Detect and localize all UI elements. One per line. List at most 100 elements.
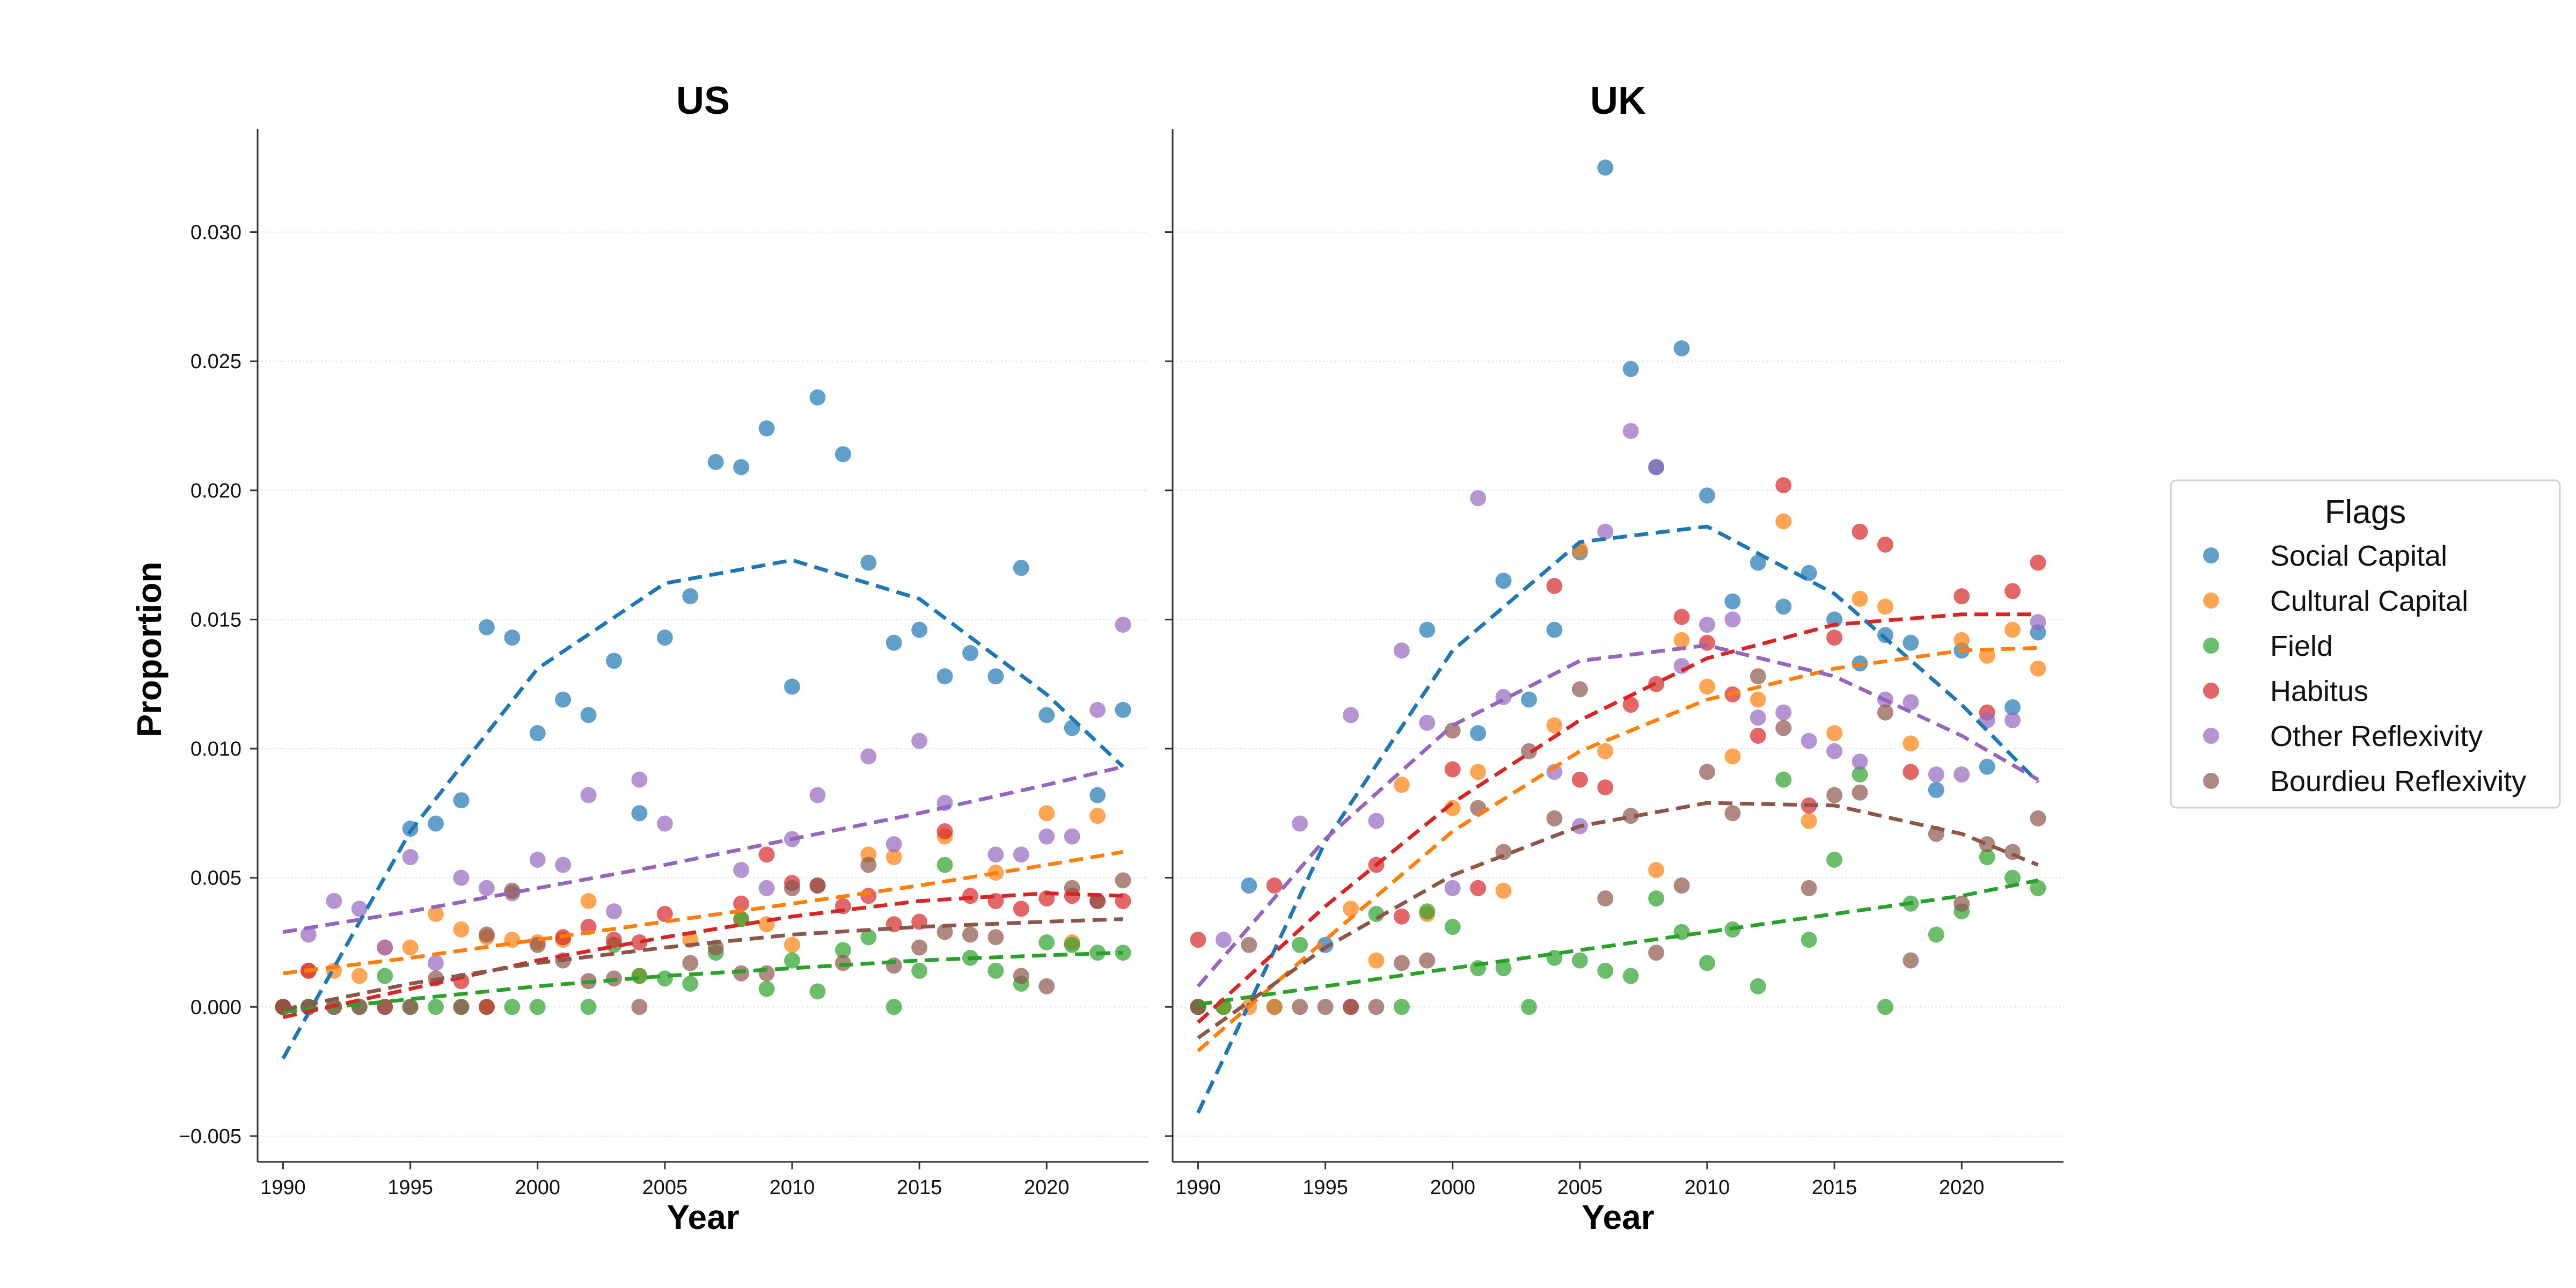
legend-marker-other-reflexivity <box>2203 728 2219 744</box>
data-point-bourdieu-reflexivity <box>835 955 851 971</box>
data-point-bourdieu-reflexivity <box>1190 999 1206 1015</box>
data-point-social-capital <box>656 630 673 646</box>
y-tick-label: 0.015 <box>191 609 241 631</box>
legend-label: Field <box>2270 630 2333 662</box>
x-tick-label: 1990 <box>260 1176 306 1199</box>
data-point-other-reflexivity <box>1089 701 1106 718</box>
data-point-bourdieu-reflexivity <box>2030 810 2046 826</box>
data-point-bourdieu-reflexivity <box>1979 836 1995 853</box>
data-point-cultural-capital <box>1750 691 1766 708</box>
data-point-other-reflexivity <box>1597 523 1614 540</box>
trend-line-other-reflexivity <box>1196 643 2039 988</box>
data-point-other-reflexivity <box>656 815 673 832</box>
data-point-habitus <box>1673 609 1690 625</box>
data-point-habitus <box>860 888 877 904</box>
data-point-bourdieu-reflexivity <box>1902 952 1919 969</box>
data-point-social-capital <box>1724 593 1741 610</box>
y-tick-label: 0.010 <box>191 738 241 760</box>
data-point-social-capital <box>631 805 648 822</box>
panel-title: US <box>676 79 730 122</box>
y-tick-label: 0.005 <box>191 867 241 890</box>
data-point-other-reflexivity <box>1928 766 1944 783</box>
data-point-other-reflexivity <box>351 901 368 917</box>
data-point-field <box>2004 869 2021 886</box>
data-point-bourdieu-reflexivity <box>1724 805 1741 822</box>
data-point-habitus <box>1851 523 1868 540</box>
data-point-other-reflexivity <box>580 787 597 803</box>
data-point-cultural-capital <box>351 968 368 984</box>
data-point-habitus <box>758 846 775 863</box>
data-point-cultural-capital <box>1801 813 1817 829</box>
data-point-habitus <box>936 823 953 839</box>
data-point-field <box>377 968 393 984</box>
data-point-bourdieu-reflexivity <box>1013 968 1029 984</box>
data-point-habitus <box>1826 630 1843 646</box>
data-point-cultural-capital <box>2004 621 2021 638</box>
data-point-other-reflexivity <box>1724 611 1741 628</box>
data-point-social-capital <box>1241 877 1257 894</box>
panel-title: UK <box>1590 79 1646 122</box>
data-point-bourdieu-reflexivity <box>1953 895 1970 912</box>
legend-label: Habitus <box>2270 675 2368 707</box>
data-point-bourdieu-reflexivity <box>962 926 978 943</box>
x-tick-label: 2010 <box>1685 1176 1730 1199</box>
data-point-social-capital <box>1495 573 1512 589</box>
y-tick-label: 0.025 <box>191 350 241 373</box>
x-tick-label: 1995 <box>1302 1176 1348 1199</box>
data-point-cultural-capital <box>1597 743 1614 759</box>
data-point-social-capital <box>1750 554 1766 571</box>
data-point-other-reflexivity <box>1038 828 1055 845</box>
legend-frame <box>2170 479 2561 809</box>
data-point-other-reflexivity <box>758 880 775 896</box>
data-point-cultural-capital <box>1089 808 1106 824</box>
y-tick-label: −0.005 <box>179 1125 241 1148</box>
data-point-other-reflexivity <box>1953 766 1970 783</box>
data-point-other-reflexivity <box>453 869 470 886</box>
data-point-other-reflexivity <box>1470 490 1487 507</box>
data-point-habitus <box>733 895 750 912</box>
data-point-cultural-capital <box>1673 632 1690 648</box>
data-point-field <box>1750 978 1766 994</box>
data-point-other-reflexivity <box>1699 617 1715 633</box>
data-point-cultural-capital <box>1648 862 1665 879</box>
y-tick-label: 0.020 <box>191 480 241 502</box>
x-tick-label: 2015 <box>897 1176 942 1199</box>
data-point-bourdieu-reflexivity <box>1851 784 1868 801</box>
data-point-social-capital <box>1546 621 1563 638</box>
data-point-cultural-capital <box>1038 805 1055 822</box>
trend-line-habitus <box>1197 612 2038 1024</box>
data-point-social-capital <box>1979 758 1995 775</box>
legend-marker-field <box>2203 638 2219 654</box>
data-point-social-capital <box>733 459 750 475</box>
data-point-habitus <box>1470 880 1487 896</box>
data-point-social-capital <box>428 815 444 832</box>
data-point-social-capital <box>580 707 597 723</box>
data-point-habitus <box>962 888 978 904</box>
data-point-habitus <box>1190 932 1206 948</box>
data-point-field <box>1699 955 1715 971</box>
data-point-social-capital <box>682 588 699 605</box>
data-point-other-reflexivity <box>1393 642 1410 659</box>
data-point-other-reflexivity <box>1292 815 1308 832</box>
data-point-other-reflexivity <box>1801 733 1817 749</box>
data-point-field <box>1038 934 1055 950</box>
data-point-habitus <box>606 932 622 948</box>
data-point-cultural-capital <box>1953 632 1970 648</box>
x-axis-label: Year <box>667 1198 739 1236</box>
data-point-field <box>1826 851 1843 868</box>
data-point-field <box>682 975 699 992</box>
trend-line-social-capital <box>1196 524 2040 1114</box>
data-point-field <box>1928 926 1944 943</box>
data-point-cultural-capital <box>1851 590 1868 607</box>
data-point-other-reflexivity <box>1013 846 1029 863</box>
y-tick-label: 0.030 <box>191 222 241 244</box>
x-axis-label: Year <box>1582 1198 1654 1236</box>
data-point-field <box>1851 766 1868 783</box>
data-point-habitus <box>1266 877 1283 894</box>
data-point-other-reflexivity <box>1750 709 1766 726</box>
data-point-bourdieu-reflexivity <box>1317 999 1334 1015</box>
data-point-social-capital <box>809 389 826 406</box>
data-point-social-capital <box>1673 340 1690 357</box>
data-point-field <box>835 942 851 958</box>
